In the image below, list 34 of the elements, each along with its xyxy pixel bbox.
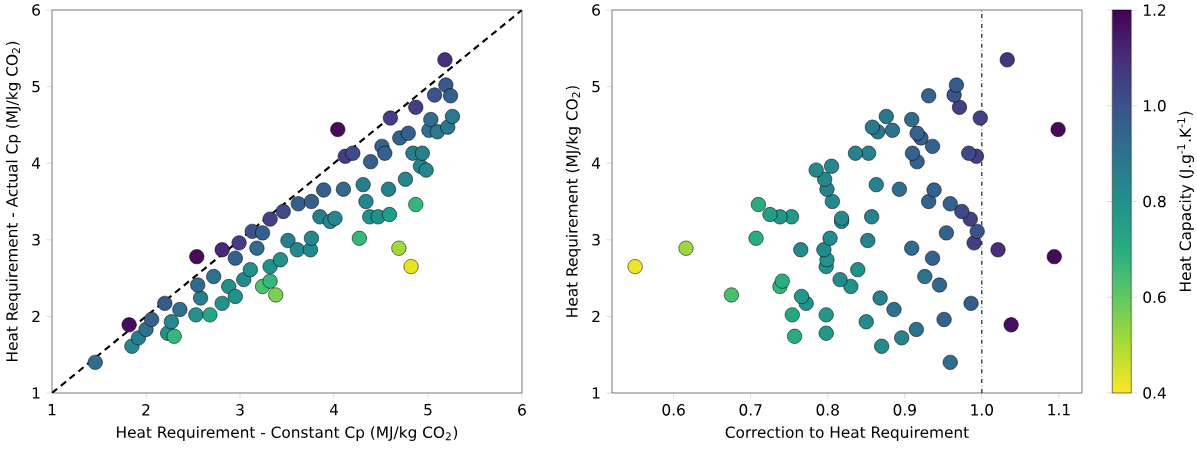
color-bar-label: 1.2: [1144, 4, 1166, 16]
color-bar-title: Heat Capacity (J.g$^{-1}$.K$^{-1}$): [1177, 111, 1195, 291]
y-tick-label: 3: [592, 234, 600, 246]
y-tick-label: 4: [31, 157, 41, 169]
y-tick-label: 4: [591, 157, 601, 169]
x-axis-title: Heat Requirement - Constant Cp (MJ/kg CO$_{2}$): [117, 426, 458, 441]
x-tick-label: 0.9: [893, 404, 916, 416]
x-tick-label: 6: [518, 404, 526, 416]
x-tick-label: 3: [236, 404, 244, 416]
x-tick-label: 2: [142, 404, 150, 416]
color-bar-label: 0.8: [1143, 195, 1166, 208]
y-tick-label: 3: [32, 234, 40, 246]
x-tick-label: 1: [48, 404, 56, 416]
color-bar-label: 1.0: [1144, 99, 1166, 112]
y-tick-label: 6: [592, 4, 600, 16]
y-axis-title: Heat Requirement - Actual Cp (MJ/kg CO$_{2}$): [5, 41, 21, 361]
x-tick-label: 0.6: [662, 404, 685, 416]
y-tick-label: 5: [592, 80, 600, 93]
y-tick-label: 2: [32, 310, 40, 323]
y-tick-label: 5: [32, 80, 40, 93]
x-tick-label: 1.1: [1048, 404, 1070, 416]
x-tick-label: 0.7: [739, 404, 762, 416]
x-tick-label: 4: [329, 404, 339, 416]
y-axis-title: Heat Requirement (MJ/kg CO$_{2}$): [565, 86, 581, 317]
x-tick-label: 5: [424, 404, 432, 416]
y-tick-label: 1: [592, 387, 600, 399]
y-tick-label: 6: [32, 4, 40, 16]
color-bar-label: 0.4: [1143, 387, 1166, 399]
x-tick-label: 1.0: [971, 404, 993, 416]
x-tick-label: 0.8: [816, 404, 839, 416]
y-tick-label: 2: [592, 310, 600, 323]
y-tick-label: 1: [32, 387, 40, 399]
color-bar-label: 0.6: [1143, 291, 1166, 304]
x-axis-title: Correction to Heat Requirement: [725, 426, 969, 441]
